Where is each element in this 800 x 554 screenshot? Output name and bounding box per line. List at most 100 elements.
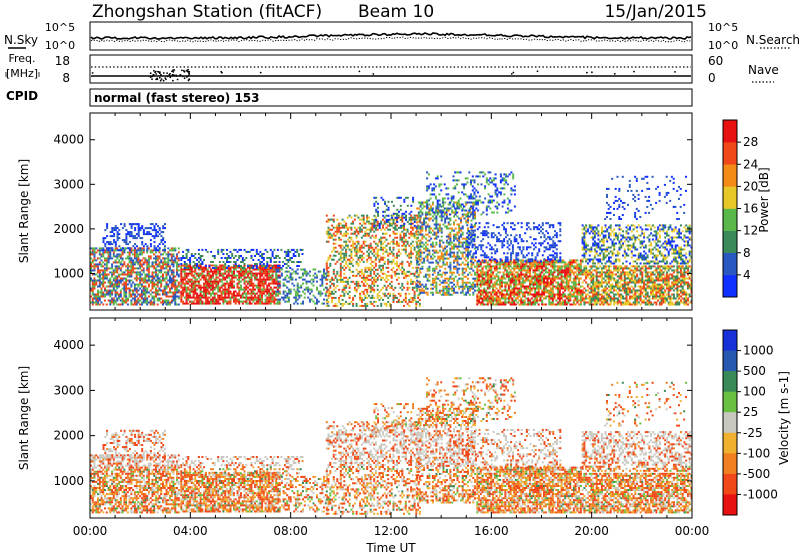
- echo-cell: [418, 214, 420, 216]
- echo-cell: [474, 226, 476, 228]
- echo-cell: [222, 267, 224, 269]
- echo-cell: [492, 296, 494, 298]
- echo-cell: [173, 274, 175, 276]
- echo-cell: [302, 283, 304, 285]
- echo-cell: [363, 217, 365, 219]
- echo-cell: [457, 282, 459, 284]
- echo-cell: [99, 276, 101, 278]
- echo-cell: [217, 277, 219, 279]
- echo-cell: [414, 221, 416, 223]
- echo-cell: [361, 273, 363, 275]
- echo-cell: [203, 293, 205, 295]
- echo-cell: [159, 257, 161, 259]
- echo-cell: [103, 237, 105, 239]
- echo-cell: [403, 241, 405, 243]
- echo-cell: [377, 277, 379, 279]
- echo-cell: [297, 289, 299, 291]
- echo-cell: [361, 247, 363, 249]
- echo-cell: [427, 256, 429, 258]
- echo-cell: [485, 290, 487, 292]
- echo-cell: [167, 261, 169, 263]
- echo-cell: [176, 253, 178, 255]
- echo-cell: [382, 269, 384, 271]
- echo-cell: [425, 222, 427, 224]
- echo-cell: [439, 260, 441, 262]
- echo-cell: [228, 301, 230, 303]
- echo-cell: [207, 251, 209, 253]
- echo-cell: [514, 206, 516, 208]
- echo-cell: [217, 249, 219, 251]
- echo-cell: [129, 257, 131, 259]
- echo-cell: [182, 301, 184, 303]
- echo-cell: [94, 253, 96, 255]
- echo-cell: [212, 265, 214, 267]
- echo-cell: [115, 282, 117, 284]
- echo-cell: [226, 249, 228, 251]
- echo-cell: [451, 274, 453, 276]
- echo-cell: [281, 275, 283, 277]
- echo-cell: [391, 219, 393, 221]
- echo-cell: [462, 282, 464, 284]
- echo-cell: [458, 202, 460, 204]
- echo-cell: [461, 183, 463, 185]
- echo-cell: [97, 280, 99, 282]
- echo-cell: [370, 257, 372, 259]
- echo-cell: [235, 301, 237, 303]
- echo-cell: [219, 267, 221, 269]
- echo-cell: [425, 242, 427, 244]
- echo-cell: [314, 273, 316, 275]
- echo-cell: [182, 255, 184, 257]
- echo-cell: [386, 295, 388, 297]
- echo-cell: [94, 280, 96, 282]
- echo-cell: [482, 269, 484, 271]
- echo-cell: [393, 261, 395, 263]
- echo-cell: [435, 210, 437, 212]
- echo-cell: [458, 224, 460, 226]
- echo-cell: [249, 301, 251, 303]
- echo-cell: [251, 279, 253, 281]
- echo-cell: [210, 303, 212, 305]
- echo-cell: [323, 271, 325, 273]
- echo-cell: [408, 257, 410, 259]
- echo-cell: [453, 290, 455, 292]
- echo-cell: [408, 245, 410, 247]
- echo-cell: [210, 299, 212, 301]
- echo-cell: [451, 248, 453, 250]
- echo-cell: [412, 281, 414, 283]
- echo-cell: [161, 241, 163, 243]
- echo-cell: [449, 268, 451, 270]
- echo-cell: [221, 281, 223, 283]
- echo-cell: [122, 265, 124, 267]
- echo-cell: [191, 253, 193, 255]
- echo-cell: [238, 303, 240, 305]
- echo-cell: [283, 297, 285, 299]
- echo-cell: [457, 234, 459, 236]
- freq-scatter-point: [175, 74, 177, 76]
- echo-cell: [462, 226, 464, 228]
- echo-cell: [230, 303, 232, 305]
- echo-cell: [245, 289, 247, 291]
- echo-cell: [471, 268, 473, 270]
- echo-cell: [307, 289, 309, 291]
- echo-cell: [120, 282, 122, 284]
- echo-cell: [174, 298, 176, 300]
- echo-cell: [148, 255, 150, 257]
- echo-cell: [173, 296, 175, 298]
- echo-cell: [470, 214, 472, 216]
- echo-cell: [447, 193, 449, 195]
- echo-cell: [364, 231, 366, 233]
- echo-cell: [453, 230, 455, 232]
- echo-cell: [455, 292, 457, 294]
- echo-cell: [124, 249, 126, 251]
- echo-cell: [138, 231, 140, 233]
- echo-cell: [171, 302, 173, 304]
- echo-cell: [471, 266, 473, 268]
- echo-cell: [499, 288, 501, 290]
- echo-cell: [446, 286, 448, 288]
- echo-cell: [503, 193, 505, 195]
- echo-cell: [180, 297, 182, 299]
- echo-cell: [263, 259, 265, 261]
- echo-cell: [356, 235, 358, 237]
- echo-cell: [104, 245, 106, 247]
- echo-cell: [231, 277, 233, 279]
